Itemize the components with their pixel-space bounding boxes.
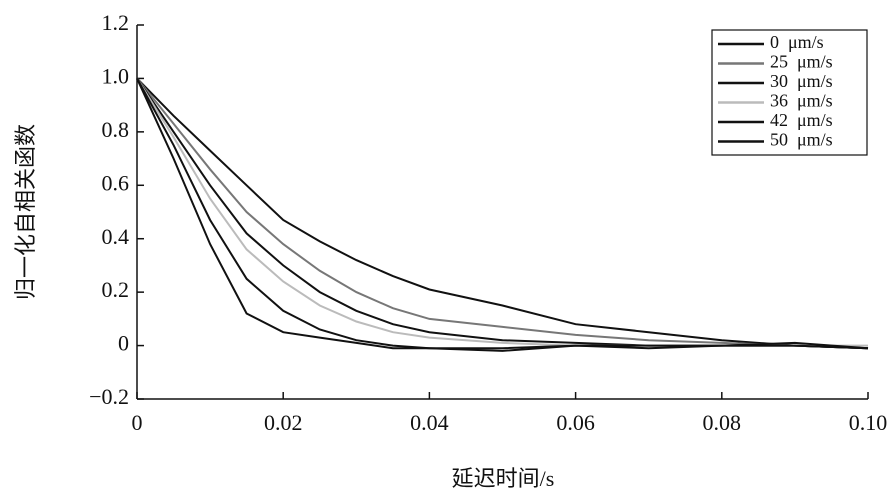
legend-label: 50 μm/s xyxy=(770,130,833,150)
y-tick-label: 1.2 xyxy=(102,10,130,35)
x-axis-label: 延迟时间/s xyxy=(452,466,555,491)
legend-label: 0 μm/s xyxy=(770,32,824,52)
series-line xyxy=(136,77,869,350)
x-tick-label: 0.06 xyxy=(556,410,595,435)
x-tick-label: 0.10 xyxy=(849,410,888,435)
y-tick-label: 1.0 xyxy=(102,63,130,88)
y-tick-label: −0.2 xyxy=(89,384,129,409)
legend-label: 25 μm/s xyxy=(770,52,833,72)
y-tick-label: 0.8 xyxy=(102,117,130,142)
y-tick-label: 0.6 xyxy=(102,170,130,195)
legend-label: 36 μm/s xyxy=(770,91,833,111)
y-tick-label: 0 xyxy=(118,331,129,356)
y-axis-label: 归一化自相关函数 xyxy=(13,124,38,300)
x-tick-label: 0.08 xyxy=(703,410,742,435)
x-tick-label: 0.02 xyxy=(264,410,303,435)
y-tick-label: 0.2 xyxy=(102,277,130,302)
y-tick-label: 0.4 xyxy=(102,224,130,249)
legend-label: 42 μm/s xyxy=(770,110,833,130)
x-tick-label: 0.04 xyxy=(410,410,449,435)
legend-label: 30 μm/s xyxy=(770,71,833,91)
legend-box xyxy=(711,29,868,156)
series-line xyxy=(136,77,869,352)
series-line xyxy=(136,77,869,350)
x-tick-label: 0 xyxy=(132,410,143,435)
